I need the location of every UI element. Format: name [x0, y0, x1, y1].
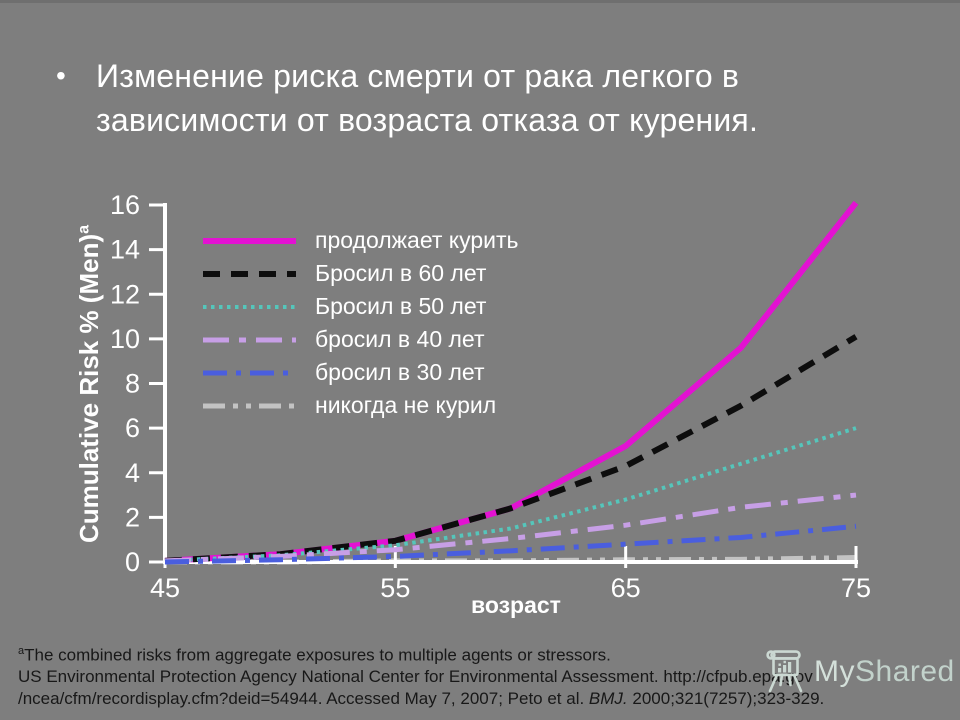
series-line-quit-at-50 — [164, 426, 857, 563]
y-tick-label: 6 — [125, 413, 140, 443]
footnote-line-2: US Environmental Protection Agency Natio… — [18, 667, 813, 687]
legend-item-never-smoked: никогда не курил — [202, 389, 519, 422]
footnote-journal-name: BMJ. — [588, 688, 628, 708]
legend-line-sample — [203, 403, 296, 408]
slide-title: • Изменение риска смерти от рака легкого… — [56, 54, 906, 142]
legend-label: Бросил в 60 лет — [315, 260, 487, 286]
y-axis-title: Cumulative Risk % (Men)a — [74, 184, 106, 584]
footnote-line-1-text: The combined risks from aggregate exposu… — [24, 645, 611, 665]
logo-text-my: My — [814, 655, 855, 688]
y-tick-label: 8 — [125, 369, 140, 399]
myshared-watermark[interactable]: MyShared — [764, 648, 955, 696]
chart-legend: продолжает курить Бросил в 60 лет Бросил… — [202, 224, 519, 422]
footnote-line-3: /ncea/cfm/recordisplay.cfm?deid=54944. A… — [18, 688, 824, 710]
series-line-quit-at-40 — [164, 492, 857, 564]
title-line-1: Изменение риска смерти от рака легкого в — [96, 58, 740, 94]
title-line-2: зависимости от возраста отказа от курени… — [96, 102, 759, 138]
legend-item-continues-smoking: продолжает курить — [202, 224, 519, 257]
legend-label: Бросил в 50 лет — [315, 293, 487, 319]
legend-item-quit-at-60: Бросил в 60 лет — [202, 257, 519, 290]
y-axis-title-text: Cumulative Risk % (Men) — [74, 233, 104, 544]
footnote: aThe combined risks from aggregate expos… — [18, 641, 824, 709]
legend-line-sample — [203, 304, 296, 309]
legend-label: никогда не курил — [315, 392, 497, 418]
myshared-logo-text: MyShared — [814, 649, 955, 695]
y-tick-label: 0 — [125, 547, 140, 577]
y-tick-label: 4 — [125, 458, 140, 488]
legend-item-quit-at-50: Бросил в 50 лет — [202, 290, 519, 323]
legend-label: бросил в 40 лет — [315, 326, 485, 352]
footnote-line-1: aThe combined risks from aggregate expos… — [18, 641, 824, 666]
y-tick-label: 12 — [110, 279, 140, 309]
y-tick-label: 14 — [110, 235, 140, 265]
legend-label: продолжает курить — [315, 227, 519, 253]
legend-item-quit-at-40: бросил в 40 лет — [202, 323, 519, 356]
legend-line-sample — [203, 337, 296, 342]
legend-line-sample — [203, 270, 296, 277]
flipchart-easel-icon — [766, 650, 803, 693]
x-axis-title: возраст — [471, 592, 561, 618]
legend-label: бросил в 30 лет — [315, 359, 485, 385]
legend-item-quit-at-30: бросил в 30 лет — [202, 356, 519, 389]
legend-line-sample — [203, 370, 296, 375]
title-text: Изменение риска смерти от рака легкого в… — [96, 54, 758, 142]
footnote-line-3-tail: 2000;321(7257);323-329. — [627, 688, 825, 708]
y-tick-label: 2 — [125, 502, 140, 532]
x-tick-label: 45 — [150, 573, 180, 603]
top-strip — [0, 0, 960, 3]
y-tick-label: 10 — [110, 324, 140, 354]
y-axis-title-superscript: a — [75, 224, 93, 234]
series-line-quit-at-30 — [164, 523, 857, 565]
series-line-never-smoked — [165, 555, 857, 565]
footnote-line-3-text: /ncea/cfm/recordisplay.cfm?deid=54944. A… — [18, 688, 589, 708]
title-bullet: • — [56, 60, 66, 91]
x-tick-label: 75 — [841, 573, 871, 603]
footnote-superscript: a — [18, 645, 25, 657]
logo-text-shared: Shared — [855, 655, 955, 688]
legend-line-sample — [203, 237, 296, 244]
y-tick-label: 16 — [110, 190, 140, 220]
